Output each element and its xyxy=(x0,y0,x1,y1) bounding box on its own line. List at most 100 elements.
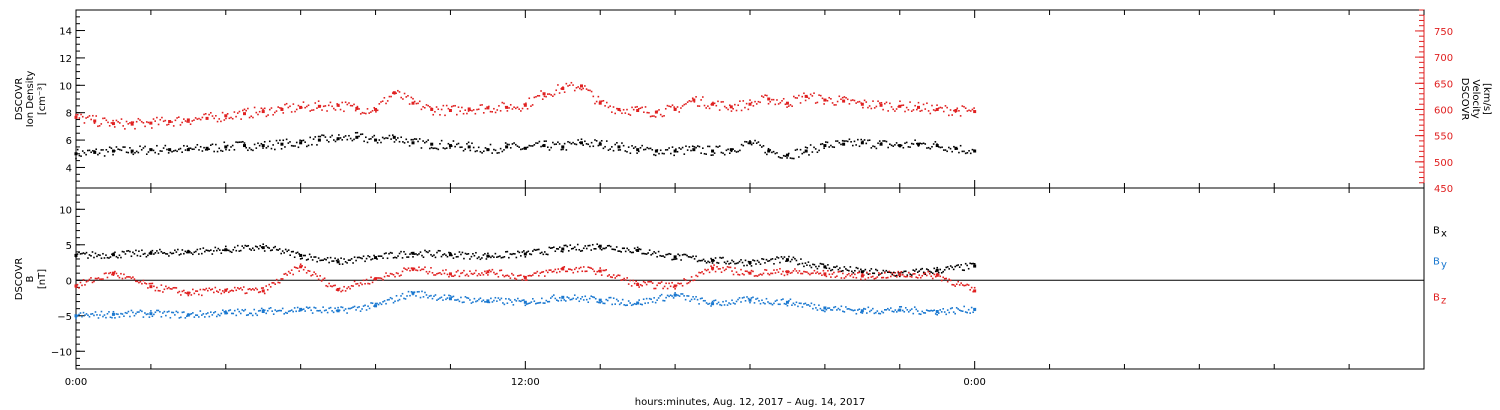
scatter-dot xyxy=(198,149,200,151)
line-dot xyxy=(502,274,504,277)
scatter-dot xyxy=(585,143,588,145)
scatter-dot xyxy=(830,144,832,147)
scatter-dot xyxy=(334,109,337,111)
line-dot xyxy=(588,266,591,269)
scatter-dot xyxy=(688,146,691,148)
line-dot xyxy=(913,270,916,272)
line-dot xyxy=(806,264,808,266)
line-dot xyxy=(771,272,774,275)
scatter-dot xyxy=(397,89,399,92)
scatter-dot xyxy=(343,136,345,138)
scatter-dot xyxy=(816,151,819,154)
line-dot xyxy=(275,248,278,251)
line-dot xyxy=(221,290,224,292)
line-dot xyxy=(452,295,455,298)
line-dot xyxy=(201,252,203,255)
line-dot xyxy=(136,311,139,313)
scatter-dot xyxy=(860,138,863,141)
line-dot xyxy=(752,270,754,273)
scatter-dot xyxy=(659,149,662,152)
scatter-dot xyxy=(767,102,770,105)
scatter-dot xyxy=(624,150,627,152)
line-dot xyxy=(821,263,823,265)
scatter-dot xyxy=(717,146,719,148)
line-dot xyxy=(97,317,100,319)
line-dot xyxy=(290,250,293,253)
scatter-dot xyxy=(466,143,468,145)
line-dot xyxy=(830,309,832,311)
line-dot xyxy=(394,275,396,278)
line-dot xyxy=(497,275,500,278)
line-dot xyxy=(677,282,679,285)
line-dot xyxy=(557,248,560,250)
scatter-dot xyxy=(552,141,554,144)
line-dot xyxy=(698,271,700,274)
line-dot xyxy=(825,267,828,270)
series-Bx xyxy=(74,243,977,278)
bottom-series xyxy=(74,243,977,320)
line-dot xyxy=(552,294,555,296)
line-dot xyxy=(262,287,265,289)
line-dot xyxy=(397,272,399,275)
scatter-dot xyxy=(274,111,276,114)
line-dot xyxy=(103,257,106,259)
scatter-dot xyxy=(90,118,92,121)
line-dot xyxy=(538,248,540,251)
data-point xyxy=(673,107,677,111)
line-dot xyxy=(410,252,413,254)
scatter-dot xyxy=(341,139,344,141)
scatter-dot xyxy=(174,119,177,122)
scatter-dot xyxy=(838,141,841,144)
line-dot xyxy=(511,253,513,256)
scatter-dot xyxy=(745,141,748,143)
line-dot xyxy=(576,243,579,246)
line-dot xyxy=(734,267,736,269)
line-dot xyxy=(241,245,244,247)
line-dot xyxy=(603,302,606,305)
line-dot xyxy=(851,273,853,276)
line-dot xyxy=(822,263,825,266)
line-dot xyxy=(295,266,297,269)
line-dot xyxy=(570,247,573,250)
line-dot xyxy=(198,316,200,318)
line-dot xyxy=(421,254,423,257)
line-dot xyxy=(280,309,282,312)
line-dot xyxy=(292,310,294,313)
line-dot xyxy=(99,278,101,281)
line-dot xyxy=(916,310,919,312)
data-point xyxy=(823,265,827,269)
line-dot xyxy=(578,300,581,303)
line-dot xyxy=(943,269,946,271)
scatter-dot xyxy=(831,102,834,104)
line-dot xyxy=(494,296,497,299)
line-dot xyxy=(704,299,706,302)
scatter-dot xyxy=(910,110,913,113)
line-dot xyxy=(260,246,263,249)
line-dot xyxy=(958,309,961,312)
time-tick-label: 0:00 xyxy=(65,377,87,388)
line-dot xyxy=(449,252,452,254)
line-dot xyxy=(972,290,974,293)
scatter-dot xyxy=(489,110,492,113)
line-dot xyxy=(413,291,416,293)
line-dot xyxy=(404,268,407,270)
line-dot xyxy=(952,284,955,286)
line-dot xyxy=(674,292,676,294)
scatter-dot xyxy=(939,106,942,109)
line-dot xyxy=(925,309,928,311)
line-dot xyxy=(290,309,293,311)
line-dot xyxy=(467,297,470,300)
scatter-dot xyxy=(260,107,263,110)
scatter-dot xyxy=(267,114,269,116)
line-dot xyxy=(482,299,485,302)
scatter-dot xyxy=(717,100,719,103)
line-dot xyxy=(259,309,262,312)
line-dot xyxy=(680,259,682,261)
line-dot xyxy=(172,252,175,255)
scatter-dot xyxy=(250,115,253,118)
line-dot xyxy=(506,250,509,253)
line-dot xyxy=(753,275,756,277)
line-dot xyxy=(606,244,609,247)
data-point xyxy=(130,122,134,126)
